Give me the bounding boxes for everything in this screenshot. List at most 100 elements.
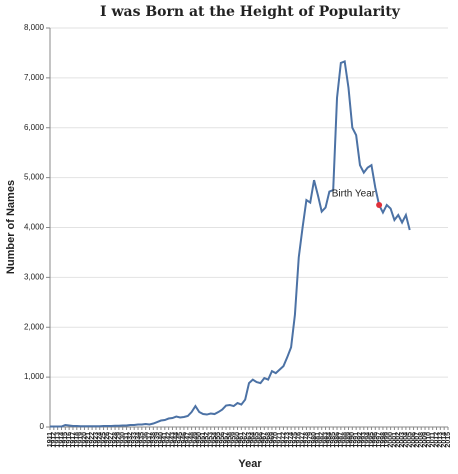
x-tick-label: 1959 <box>231 432 238 448</box>
x-tick-label: 1938 <box>150 432 157 448</box>
y-tick-label: 5,000 <box>24 173 45 182</box>
annotation: Birth Year <box>332 189 376 200</box>
x-tick-label: 1947 <box>185 432 192 448</box>
x-tick-label: 1956 <box>219 432 226 448</box>
y-tick-label: 1,000 <box>24 372 45 381</box>
x-tick-label: 1943 <box>169 432 176 448</box>
x-tick-label: 1973 <box>284 432 291 448</box>
x-tick-label: 1942 <box>165 432 172 448</box>
x-tick-label: 1975 <box>292 432 299 448</box>
x-tick-label: 2012 <box>433 432 440 448</box>
x-tick-label: 2008 <box>418 432 425 448</box>
x-tick-label: 1999 <box>384 432 391 448</box>
x-tick-label: 2000 <box>387 432 394 448</box>
x-tick-label: 1979 <box>307 432 314 448</box>
x-tick-label: 1954 <box>211 432 218 448</box>
x-tick-label: 1916 <box>66 432 73 448</box>
x-tick-label: 2005 <box>407 432 414 448</box>
x-tick-label: 1939 <box>154 432 161 448</box>
y-tick-label: 3,000 <box>24 272 45 281</box>
x-tick-label: 1925 <box>100 432 107 448</box>
x-tick-label: 1978 <box>303 432 310 448</box>
x-tick-label: 1945 <box>177 432 184 448</box>
x-tick-label: 1985 <box>330 432 337 448</box>
x-tick-label: 1931 <box>123 432 130 448</box>
x-tick-label: 1989 <box>345 432 352 448</box>
x-tick-label: 1911 <box>47 432 54 447</box>
x-tick-label: 1920 <box>81 432 88 448</box>
x-tick-label: 1957 <box>223 432 230 448</box>
x-tick-label: 1930 <box>120 432 127 448</box>
x-tick-label: 1950 <box>196 432 203 448</box>
x-tick-label: 1987 <box>338 432 345 448</box>
y-tick-label: 7,000 <box>24 73 45 82</box>
x-tick-label: 1927 <box>108 432 115 448</box>
y-axis-label: Number of Names <box>5 180 17 274</box>
x-tick-label: 1983 <box>322 432 329 448</box>
x-tick-label: 1981 <box>315 432 322 448</box>
y-tick-label: 2,000 <box>24 322 45 331</box>
x-tick-label: 1966 <box>257 432 264 448</box>
x-tick-label: 1970 <box>273 432 280 448</box>
x-tick-label: 1934 <box>135 432 142 448</box>
x-tick-label: 1996 <box>372 432 379 448</box>
x-tick-label: 1932 <box>127 432 134 448</box>
x-tick-label: 1984 <box>326 432 333 448</box>
x-tick-label: 1917 <box>70 432 77 448</box>
x-tick-label: 1933 <box>131 432 138 448</box>
x-tick-label: 1995 <box>368 432 375 448</box>
x-tick-label: 1923 <box>93 432 100 448</box>
x-tick-label: 1915 <box>62 432 69 448</box>
x-tick-label: 1965 <box>253 432 260 448</box>
x-tick-label: 1937 <box>146 432 153 448</box>
x-tick-label: 1958 <box>227 432 234 448</box>
x-tick-label: 2004 <box>403 432 410 448</box>
y-tick-label: 0 <box>40 422 45 431</box>
x-tick-label: 2009 <box>422 432 429 448</box>
x-tick-label: 1914 <box>58 432 65 448</box>
x-axis-label: Year <box>238 458 262 470</box>
x-tick-label: 1969 <box>269 432 276 448</box>
x-tick-label: 1940 <box>158 432 165 448</box>
x-tick-label: 1991 <box>353 432 360 448</box>
x-tick-label: 1997 <box>376 432 383 448</box>
x-tick-label: 2010 <box>426 432 433 448</box>
x-tick-label: 1944 <box>173 432 180 448</box>
x-tick-label: 1949 <box>192 432 199 448</box>
x-tick-label: 1924 <box>97 432 104 448</box>
x-tick-label: 2013 <box>437 432 444 448</box>
x-tick-label: 1919 <box>77 432 84 448</box>
x-tick-label: 1955 <box>215 432 222 448</box>
x-tick-label: 1921 <box>85 432 92 448</box>
chart-title: I was Born at the Height of Popularity <box>100 4 401 20</box>
x-tick-label: 1912 <box>51 432 58 448</box>
x-tick-label: 1988 <box>342 432 349 448</box>
x-tick-label: 1977 <box>299 432 306 448</box>
y-tick-label: 6,000 <box>24 123 45 132</box>
x-tick-label: 1952 <box>204 432 211 448</box>
x-tick-label: 2007 <box>414 432 421 448</box>
x-tick-label: 2015 <box>445 432 452 448</box>
x-tick-label: 1928 <box>112 432 119 448</box>
x-tick-label: 2001 <box>391 432 398 448</box>
x-tick-label: 1964 <box>250 432 257 448</box>
x-tick-label: 1976 <box>296 432 303 448</box>
x-tick-label: 1948 <box>188 432 195 448</box>
x-tick-label: 1986 <box>334 432 341 448</box>
x-tick-label: 1913 <box>54 432 61 448</box>
birth-year-point <box>376 202 383 209</box>
x-tick-label: 2011 <box>430 432 437 447</box>
y-tick-label: 8,000 <box>24 23 45 32</box>
x-tick-label: 1960 <box>234 432 241 448</box>
x-tick-label: 1971 <box>276 432 283 448</box>
x-tick-label: 1963 <box>246 432 253 448</box>
x-tick-label: 1962 <box>242 432 249 448</box>
x-tick-label: 1926 <box>104 432 111 448</box>
x-tick-label: 1951 <box>200 432 207 448</box>
x-tick-label: 1998 <box>380 432 387 448</box>
x-tick-label: 1941 <box>162 432 169 448</box>
x-tick-label: 1994 <box>364 432 371 448</box>
x-tick-label: 2002 <box>395 432 402 448</box>
